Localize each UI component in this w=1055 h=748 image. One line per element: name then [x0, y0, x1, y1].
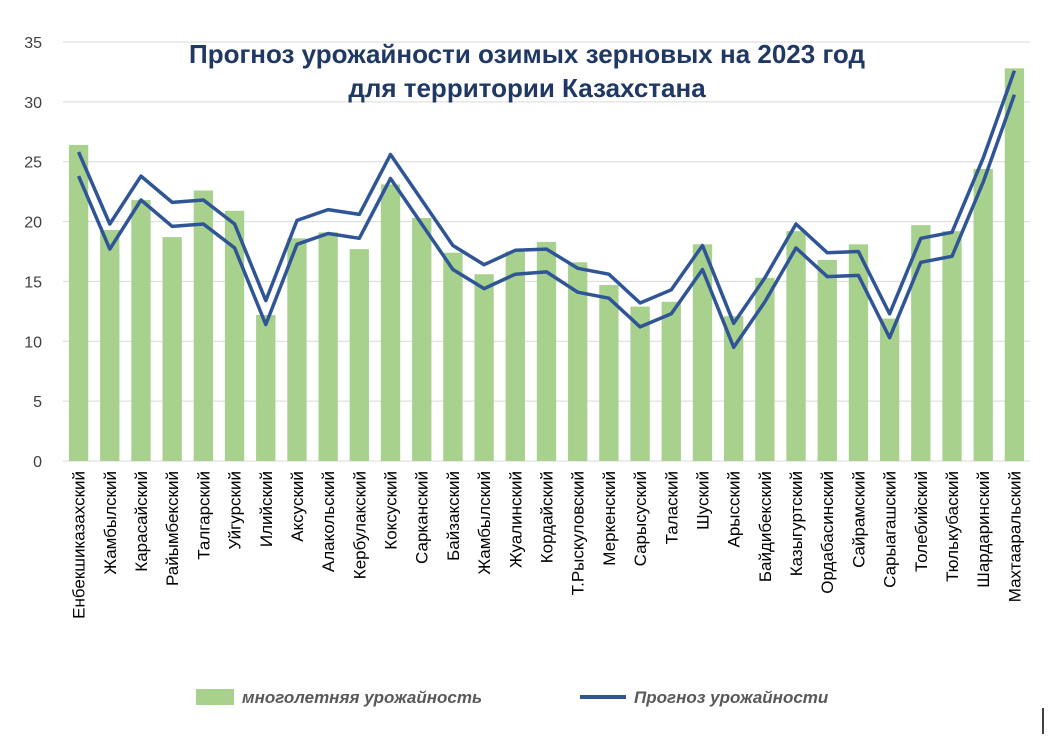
x-category-label: Карасайский [132, 471, 151, 572]
x-category-label: Илийский [257, 471, 276, 547]
bar [505, 251, 525, 461]
bar [661, 301, 681, 461]
bar [256, 314, 276, 461]
y-tick-label: 10 [24, 334, 42, 351]
chart-title-line2: для территории Казахстана [348, 73, 706, 103]
forecast-lower-line [76, 94, 1017, 350]
x-category-label: Кордайский [538, 471, 557, 563]
x-category-label: Уйгурский [226, 471, 245, 550]
bar [568, 262, 588, 461]
x-category-label: Алакольский [319, 471, 338, 572]
x-category-label: Талаский [662, 471, 681, 544]
y-axis-ticks: 0 5 10 15 20 25 30 35 [24, 35, 42, 471]
x-category-label: Аксуский [288, 471, 307, 542]
forecast-series [76, 70, 1017, 350]
x-category-label: Ордабасинский [818, 471, 837, 594]
x-category-label: Талгарский [194, 471, 213, 560]
bar-series [68, 68, 1025, 461]
bar [879, 318, 900, 461]
bar [131, 200, 151, 461]
x-category-label: Сарканский [413, 471, 432, 564]
bar [630, 306, 650, 461]
bar [1004, 68, 1025, 461]
bar [100, 229, 120, 461]
bar [536, 241, 557, 461]
y-tick-label: 30 [24, 95, 42, 112]
bar [692, 244, 713, 461]
bar [786, 231, 806, 461]
x-category-label: Сарысуский [631, 471, 650, 566]
x-category-label: Райымбекский [163, 471, 182, 586]
x-category-label: Толебийский [912, 471, 931, 572]
x-category-label: Енбекшиказахский [70, 471, 89, 619]
bar [193, 190, 214, 461]
bar [68, 144, 89, 461]
chart-title-line1: Прогноз урожайности озимых зерновых на 2… [189, 39, 865, 69]
bar [349, 249, 370, 461]
bar [817, 259, 837, 461]
x-category-label: Арысский [725, 471, 744, 547]
y-tick-label: 0 [33, 454, 42, 471]
x-category-label: Шуский [694, 471, 713, 530]
x-category-label: Байзакский [444, 471, 463, 561]
x-category-label: Жамбылский [475, 471, 494, 575]
x-category-label: Меркенский [600, 471, 619, 566]
bar [412, 217, 432, 461]
legend-bar-swatch [196, 689, 234, 705]
y-tick-label: 15 [24, 274, 42, 291]
bar [380, 184, 401, 461]
bar [755, 277, 775, 461]
bar [224, 210, 245, 461]
forecast-upper-line [76, 70, 1017, 326]
y-tick-label: 5 [33, 394, 42, 411]
x-axis-categories: Енбекшиказахский Жамбылский Карасайский Рай… [70, 471, 1025, 619]
bar [942, 231, 962, 461]
x-category-label: Жамбылский [101, 471, 120, 575]
bar [973, 168, 993, 461]
x-category-label: Сарыагашский [881, 471, 900, 588]
bar [723, 316, 744, 461]
x-category-label: Тюлькубаский [943, 471, 962, 582]
y-tick-label: 25 [24, 155, 42, 172]
bar [443, 252, 463, 461]
y-tick-label: 35 [24, 35, 42, 52]
x-category-label: Жуалинский [506, 471, 525, 568]
bar [318, 232, 338, 461]
bar [474, 274, 494, 461]
legend-bar-label: многолетняя урожайность [242, 688, 482, 707]
legend-line-label: Прогноз урожайности [634, 688, 829, 707]
x-category-label: Т.Рыскуловский [569, 471, 588, 595]
x-category-label: Сайрамский [849, 471, 868, 568]
x-category-label: Байдибекский [756, 471, 775, 582]
y-tick-label: 20 [24, 215, 42, 232]
x-category-label: Кербулакский [350, 471, 369, 579]
legend: многолетняя урожайность Прогноз урожайно… [196, 688, 829, 707]
bar [287, 238, 307, 461]
bar [848, 244, 869, 461]
x-category-label: Махтааральский [1005, 471, 1024, 602]
bar [599, 285, 619, 461]
x-category-label: Казыгуртский [787, 471, 806, 576]
bar [162, 237, 182, 461]
bar [911, 225, 931, 461]
x-category-label: Коксуский [382, 471, 401, 550]
x-category-label: Шардаринский [974, 471, 993, 588]
